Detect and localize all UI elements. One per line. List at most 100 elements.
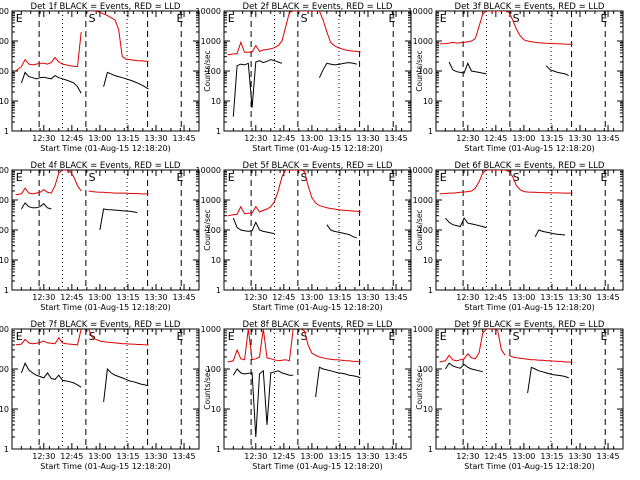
events-series-line <box>545 65 570 77</box>
interval-mark: S <box>513 330 520 343</box>
panel-title: Det 7f BLACK = Events, RED = LLD <box>31 320 181 330</box>
lld-series-line <box>508 354 573 363</box>
interval-mark: E <box>177 330 184 343</box>
interval-mark: E <box>389 330 396 343</box>
y-tick-label: 10 <box>423 97 433 106</box>
y-axis-label: Counts/sec <box>415 368 424 409</box>
y-axis-label: Counts/sec <box>415 50 424 91</box>
panel-title: Det 1f BLACK = Events, RED = LLD <box>31 2 181 12</box>
x-tick-label: 12:45 <box>484 134 507 143</box>
y-tick-label: 1000 <box>201 325 221 334</box>
interval-mark: E <box>228 330 235 343</box>
x-tick-label: 13:00 <box>88 134 111 143</box>
y-tick-label: 100 <box>418 365 433 374</box>
x-tick-label: 13:00 <box>300 134 323 143</box>
y-tick-label: 10 <box>0 97 9 106</box>
detector-panel-5: Det 5f BLACK = Events, RED = LLD Counts/s… <box>196 161 412 312</box>
y-tick-label: 1 <box>4 445 9 454</box>
y-tick-label: 1 <box>216 286 221 295</box>
y-tick-label: 1 <box>428 286 433 295</box>
y-tick-label: 100 <box>0 67 9 76</box>
y-tick-label: 10000 <box>0 7 9 16</box>
events-series-line <box>103 367 149 403</box>
detector-panel-7: Det 7f BLACK = Events, RED = LLDCounts/s… <box>0 320 200 471</box>
y-tick-label: 100 <box>206 226 221 235</box>
y-tick-label: 10 <box>211 405 221 414</box>
plot-frame <box>223 10 412 132</box>
y-tick-label: 1 <box>216 445 221 454</box>
detector-panel-2: Det 2f BLACK = Events, RED = LLD Counts/s… <box>196 2 412 153</box>
lld-series-line <box>439 11 573 45</box>
x-tick-label: 12:30 <box>244 134 267 143</box>
panel-title: Det 5f BLACK = Events, RED = LLD <box>243 161 393 171</box>
x-tick-label: 12:30 <box>244 293 267 302</box>
panel-title: Det 4f BLACK = Events, RED = LLD <box>31 161 181 171</box>
lld-series-line <box>15 170 82 196</box>
x-axis-label: Start Time (01-Aug-15 12:18:20) <box>464 462 595 471</box>
events-series-line <box>232 217 275 235</box>
plot-frame <box>435 328 624 450</box>
y-tick-label: 10 <box>0 256 9 265</box>
lld-series-line <box>15 31 82 72</box>
x-tick-label: 13:45 <box>385 452 408 461</box>
x-axis-label: Start Time (01-Aug-15 12:18:20) <box>464 303 595 312</box>
x-tick-label: 13:30 <box>568 452 591 461</box>
detector-panel-4: Det 4f BLACK = Events, RED = LLDCounts/s… <box>0 161 200 312</box>
interval-mark: S <box>513 12 520 25</box>
x-tick-label: 12:45 <box>272 134 295 143</box>
interval-mark: E <box>440 12 447 25</box>
x-tick-label: 12:45 <box>272 452 295 461</box>
x-tick-label: 13:30 <box>356 134 379 143</box>
x-tick-label: 13:15 <box>328 293 351 302</box>
lld-series-line <box>300 329 361 363</box>
detector-panel-8: Det 8f BLACK = Events, RED = LLD Counts/s… <box>201 320 412 471</box>
interval-mark: E <box>16 12 23 25</box>
x-tick-label: 13:00 <box>88 293 111 302</box>
x-axis-label: Start Time (01-Aug-15 12:18:20) <box>252 303 383 312</box>
x-axis-label: Start Time (01-Aug-15 12:18:20) <box>40 303 171 312</box>
events-series-line <box>232 368 294 438</box>
x-tick-label: 12:45 <box>60 452 83 461</box>
y-tick-label: 100 <box>206 365 221 374</box>
x-tick-label: 13:00 <box>512 293 535 302</box>
y-tick-label: 1 <box>428 127 433 136</box>
x-tick-label: 13:15 <box>328 134 351 143</box>
x-tick-label: 13:15 <box>116 293 139 302</box>
panel-title: Det 9f BLACK = Events, RED = LLD <box>455 320 605 330</box>
x-tick-label: 13:30 <box>144 452 167 461</box>
y-tick-label: 10 <box>423 405 433 414</box>
interval-mark: S <box>89 171 96 184</box>
events-series-line <box>318 62 357 78</box>
y-axis-label: Counts/sec <box>203 368 212 409</box>
y-tick-label: 1000 <box>201 196 221 205</box>
y-tick-label: 1000 <box>413 37 433 46</box>
x-tick-label: 12:30 <box>456 293 479 302</box>
x-axis-label: Start Time (01-Aug-15 12:18:20) <box>40 462 171 471</box>
lld-series-line <box>227 329 294 363</box>
x-tick-label: 13:45 <box>173 452 196 461</box>
x-tick-label: 13:45 <box>597 134 620 143</box>
y-tick-label: 1 <box>216 127 221 136</box>
x-tick-label: 13:30 <box>568 293 591 302</box>
x-tick-label: 12:30 <box>456 452 479 461</box>
x-tick-label: 12:30 <box>456 134 479 143</box>
x-tick-label: 13:30 <box>144 293 167 302</box>
x-tick-label: 13:15 <box>540 134 563 143</box>
events-series-line <box>20 71 82 94</box>
x-tick-label: 13:45 <box>385 293 408 302</box>
panel-title: Det 6f BLACK = Events, RED = LLD <box>455 161 605 171</box>
interval-mark: S <box>513 171 520 184</box>
y-tick-label: 100 <box>418 226 433 235</box>
x-tick-label: 12:45 <box>484 452 507 461</box>
plot-frame <box>223 328 412 450</box>
x-tick-label: 12:45 <box>484 293 507 302</box>
x-tick-label: 12:45 <box>272 293 295 302</box>
x-axis-label: Start Time (01-Aug-15 12:18:20) <box>252 144 383 153</box>
lld-series-line <box>88 190 149 195</box>
x-tick-label: 13:15 <box>116 452 139 461</box>
lld-series-line <box>88 11 149 62</box>
y-tick-label: 1000 <box>0 37 9 46</box>
x-tick-label: 13:30 <box>356 452 379 461</box>
x-tick-label: 13:00 <box>512 452 535 461</box>
